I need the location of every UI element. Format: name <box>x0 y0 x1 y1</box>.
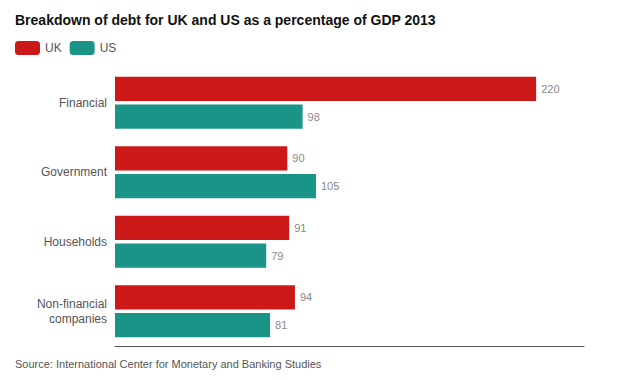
svg-text:UK: UK <box>45 41 62 55</box>
svg-text:81: 81 <box>275 319 287 331</box>
svg-text:90: 90 <box>292 152 304 164</box>
svg-text:Government: Government <box>41 165 108 179</box>
svg-text:Financial: Financial <box>59 96 107 110</box>
svg-text:94: 94 <box>300 291 312 303</box>
svg-text:Source: International Center f: Source: International Center for Monetar… <box>15 358 322 370</box>
svg-text:105: 105 <box>321 180 339 192</box>
svg-text:Breakdown of debt for UK and U: Breakdown of debt for UK and US as a per… <box>15 12 436 28</box>
svg-text:Households: Households <box>44 235 107 249</box>
svg-text:Non-financial: Non-financial <box>37 297 107 311</box>
svg-text:98: 98 <box>308 111 320 123</box>
svg-text:companies: companies <box>49 312 107 326</box>
svg-text:91: 91 <box>294 222 306 234</box>
svg-text:US: US <box>100 41 117 55</box>
svg-text:220: 220 <box>541 83 559 95</box>
svg-text:79: 79 <box>271 250 283 262</box>
